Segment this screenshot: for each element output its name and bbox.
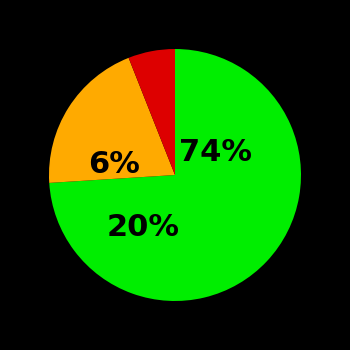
Wedge shape — [128, 49, 175, 175]
Wedge shape — [49, 58, 175, 183]
Text: 20%: 20% — [107, 214, 180, 243]
Text: 74%: 74% — [179, 138, 252, 167]
Wedge shape — [49, 49, 301, 301]
Text: 6%: 6% — [89, 150, 140, 180]
